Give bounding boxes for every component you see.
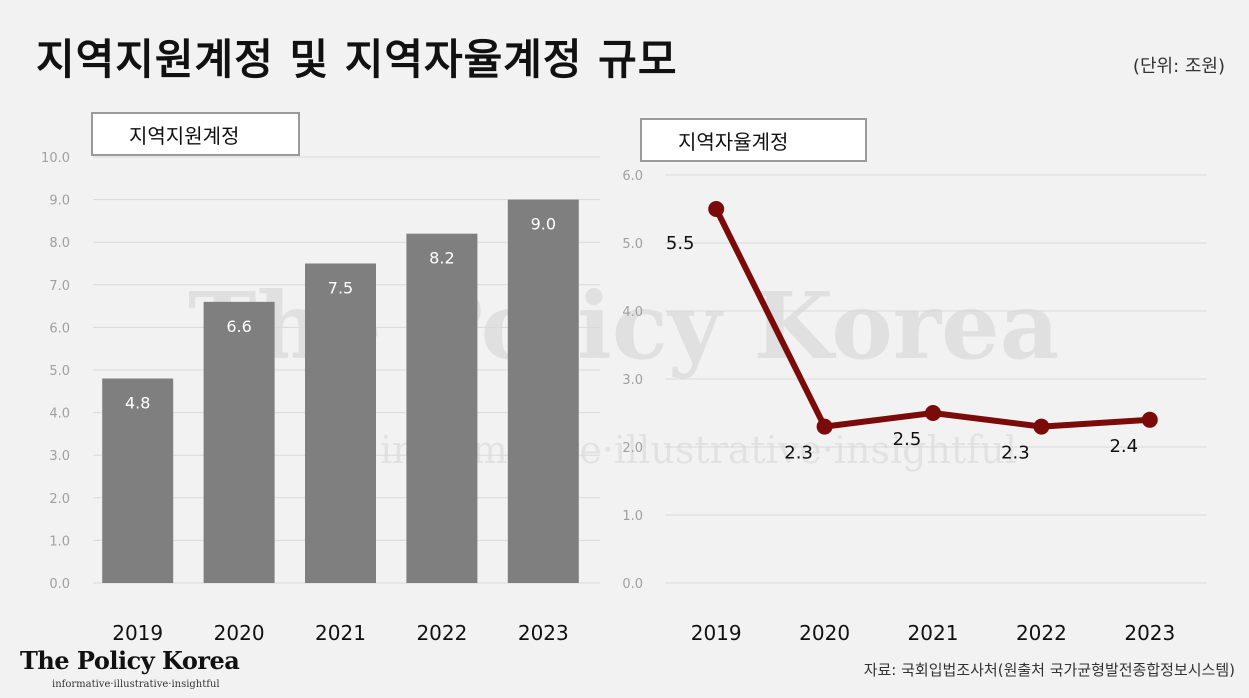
data-label: 5.5 bbox=[666, 233, 695, 254]
y-tick-label: 6.0 bbox=[622, 169, 643, 184]
logo: The Policy Korea bbox=[20, 646, 240, 675]
x-tick-label: 2022 bbox=[416, 621, 467, 645]
data-label: 2.3 bbox=[784, 443, 813, 464]
y-tick-label: 8.0 bbox=[49, 236, 70, 251]
y-tick-label: 0.0 bbox=[49, 577, 70, 592]
x-tick-label: 2021 bbox=[315, 621, 366, 645]
y-tick-label: 1.0 bbox=[622, 509, 643, 524]
data-label: 2.5 bbox=[893, 429, 922, 450]
data-label: 2.3 bbox=[1001, 443, 1030, 464]
data-label: 2.4 bbox=[1109, 436, 1138, 457]
y-tick-label: 3.0 bbox=[622, 373, 643, 388]
y-tick-label: 1.0 bbox=[49, 534, 70, 549]
y-tick-label: 5.0 bbox=[49, 364, 70, 379]
y-tick-label: 0.0 bbox=[622, 577, 643, 592]
bar bbox=[102, 378, 174, 583]
data-label: 4.8 bbox=[125, 394, 150, 413]
y-tick-label: 5.0 bbox=[622, 237, 643, 252]
y-tick-label: 3.0 bbox=[49, 449, 70, 464]
data-point bbox=[816, 418, 833, 435]
x-tick-label: 2020 bbox=[214, 621, 265, 645]
x-tick-label: 2021 bbox=[908, 621, 959, 645]
y-tick-label: 6.0 bbox=[49, 321, 70, 336]
x-tick-label: 2019 bbox=[112, 621, 163, 645]
data-point bbox=[1033, 418, 1050, 435]
bar bbox=[406, 233, 478, 583]
data-label: 6.6 bbox=[226, 317, 251, 336]
watermark-subtext: informative·illustrative·insightful bbox=[380, 428, 1017, 472]
bar-chart-regional-support: 0.0 1.0 2.0 3.0 4.0 5.0 6.0 7.0 8.0 9.0 10.0 4.8 6.6… bbox=[41, 151, 600, 645]
x-tick-label: 2019 bbox=[691, 621, 742, 645]
y-tick-label: 2.0 bbox=[622, 441, 643, 456]
bar bbox=[305, 263, 376, 583]
data-point bbox=[1141, 411, 1158, 428]
y-tick-label: 7.0 bbox=[49, 279, 70, 294]
y-tick-label: 4.0 bbox=[622, 305, 643, 320]
data-label: 8.2 bbox=[429, 249, 454, 268]
data-point bbox=[925, 405, 941, 421]
line-chart-title: 지역자율계정 bbox=[640, 118, 867, 162]
unit-label: (단위: 조원) bbox=[1132, 56, 1225, 77]
x-tick-label: 2023 bbox=[1124, 621, 1175, 645]
data-label: 9.0 bbox=[531, 215, 556, 234]
data-label: 7.5 bbox=[328, 279, 353, 298]
bar bbox=[507, 199, 579, 583]
x-tick-label: 2022 bbox=[1016, 621, 1067, 645]
y-tick-label: 9.0 bbox=[49, 194, 70, 209]
series-line bbox=[713, 207, 1150, 430]
x-tick-label: 2023 bbox=[518, 621, 569, 645]
x-tick-label: 2020 bbox=[799, 621, 850, 645]
bar-chart-title: 지역지원계정 bbox=[91, 112, 300, 156]
data-point bbox=[708, 201, 725, 217]
y-tick-label: 2.0 bbox=[49, 492, 70, 507]
logo-tagline: informative·illustrative·insightful bbox=[52, 679, 220, 690]
source-note: 자료: 국회입법조사처(원출처 국가균형발전종합정보시스템) bbox=[863, 661, 1235, 679]
bar bbox=[203, 301, 275, 583]
y-tick-label: 4.0 bbox=[49, 407, 70, 422]
page-title: 지역지원계정 및 지역자율계정 규모 bbox=[36, 35, 678, 84]
y-tick-label: 10.0 bbox=[41, 151, 70, 166]
